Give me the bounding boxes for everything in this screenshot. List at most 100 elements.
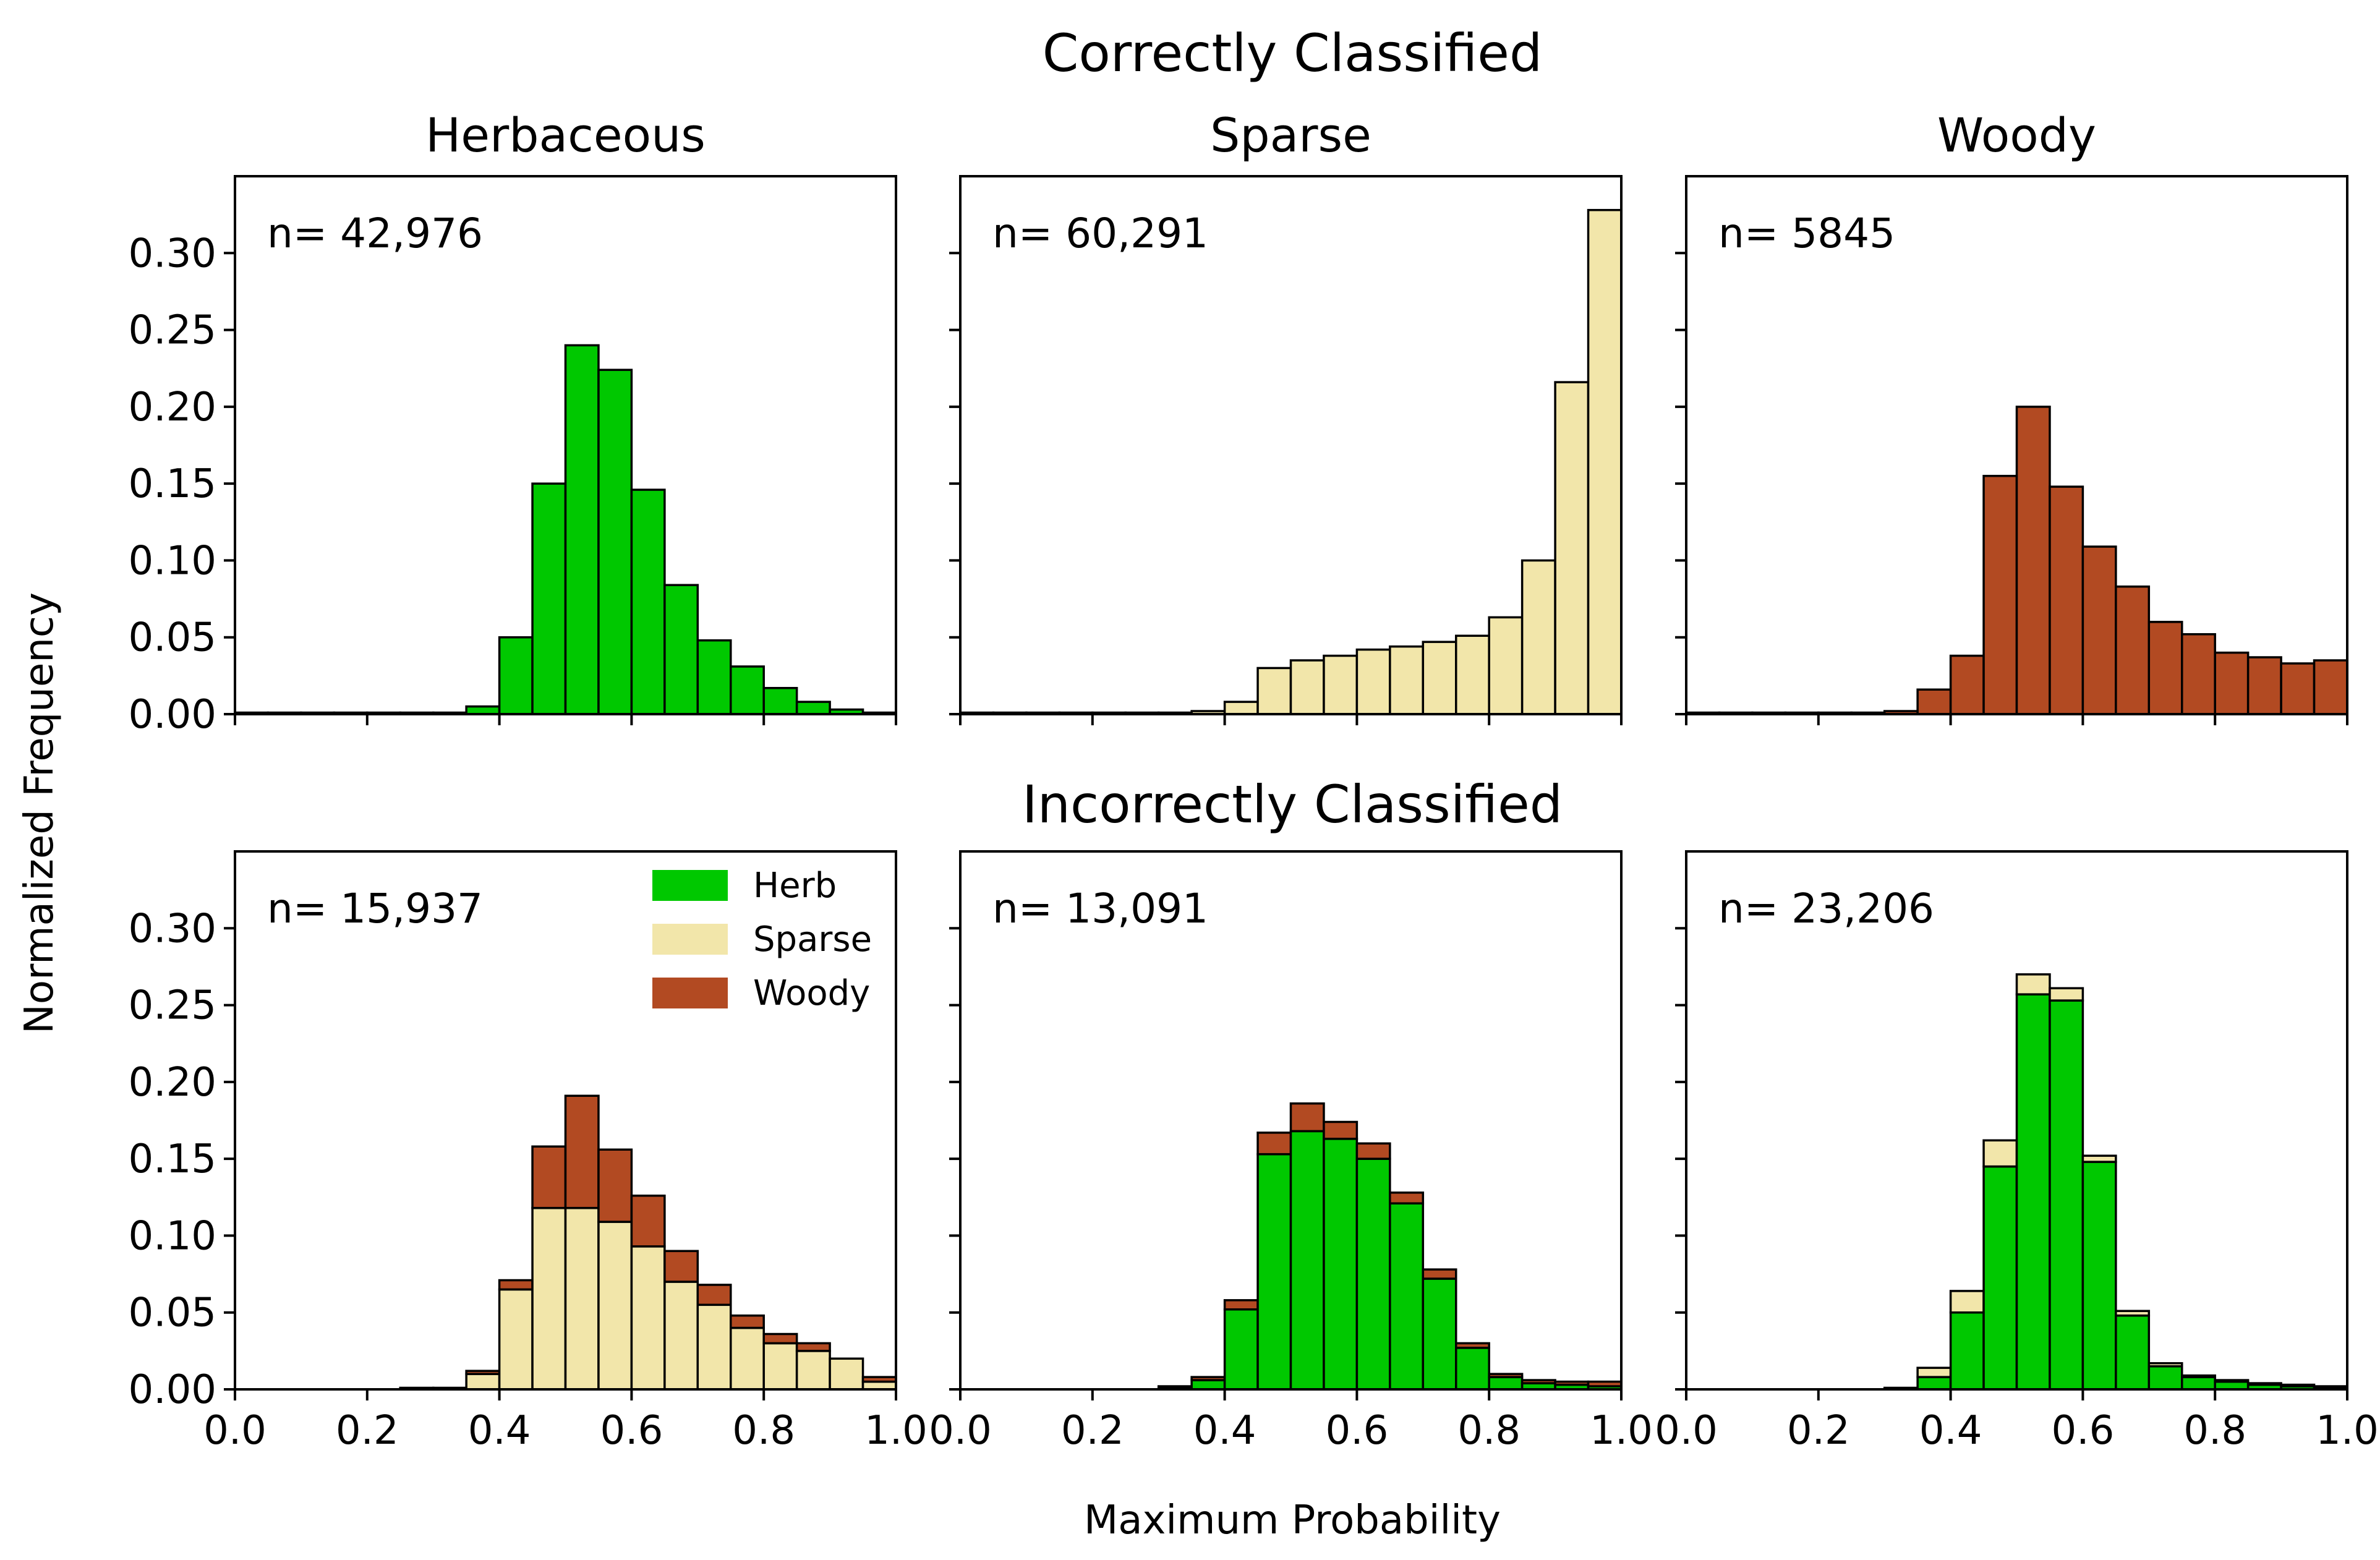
bar-sparse-bin-17 xyxy=(795,1350,831,1391)
x-tick-label: 0.8 xyxy=(1457,1408,1521,1454)
x-tick-label: 0.4 xyxy=(1919,1408,1982,1454)
bar-herb-bin-16 xyxy=(762,686,798,715)
sample-count-label: n= 13,091 xyxy=(992,885,1208,932)
bar-sparse-bin-11 xyxy=(1323,654,1358,715)
sample-count-label: n= 60,291 xyxy=(992,210,1208,257)
bar-woody-bin-17 xyxy=(795,1342,831,1352)
bar-woody-bin-7 xyxy=(465,1370,501,1375)
x-tick-label: 0.6 xyxy=(1326,1408,1389,1454)
bar-sparse-bin-10 xyxy=(1289,659,1325,715)
legend-label-herb: Herb xyxy=(753,866,837,906)
bar-woody-bin-8 xyxy=(498,1279,534,1291)
panel-0-0: 0.00 0.05 0.10 0.15 0.20 0.25 0.30 Herbaceous n=… xyxy=(129,108,897,738)
bar-sparse-bin-15 xyxy=(1455,634,1490,715)
bar-sparse-bin-14 xyxy=(2148,1362,2183,1368)
panel-title: Sparse xyxy=(1210,108,1371,163)
bar-woody-bin-9 xyxy=(1256,1132,1292,1156)
bar-herb-bin-14 xyxy=(1422,1277,1457,1391)
bar-woody-bin-19 xyxy=(2313,659,2348,715)
x-tick-label: 0.0 xyxy=(203,1408,267,1454)
bar-woody-bin-18 xyxy=(2280,662,2316,715)
sample-count-label: n= 23,206 xyxy=(1718,885,1934,932)
y-tick-label: 0.20 xyxy=(129,385,217,430)
bar-herb-bin-7 xyxy=(1190,1379,1226,1391)
row-title-incorrect: Incorrectly Classified xyxy=(1022,774,1563,835)
y-tick-label: 0.25 xyxy=(129,308,217,354)
bar-herb-bin-15 xyxy=(2181,1376,2216,1391)
legend-swatch-woody xyxy=(652,978,728,1008)
y-tick-label: 0.20 xyxy=(129,1060,217,1106)
bar-sparse-bin-13 xyxy=(1389,645,1425,715)
bar-woody-bin-14 xyxy=(2148,621,2183,715)
bar-woody-bin-10 xyxy=(1289,1102,1325,1133)
bar-sparse-bin-16 xyxy=(762,1342,798,1391)
bar-woody-bin-7 xyxy=(1916,688,1952,715)
bar-woody-bin-16 xyxy=(2214,651,2250,715)
bar-herb-bin-13 xyxy=(1389,1202,1425,1391)
bar-sparse-bin-12 xyxy=(1355,648,1391,715)
y-tick-label: 0.10 xyxy=(129,538,217,584)
x-tick-label: 1.0 xyxy=(864,1408,928,1454)
bar-woody-bin-11 xyxy=(1323,1120,1358,1140)
x-tick-label: 0.4 xyxy=(468,1408,531,1454)
panel-1-1: 0.0 0.2 0.4 0.6 0.8 1.0 n= 13,091 xyxy=(929,850,1653,1454)
bar-sparse-bin-15 xyxy=(2181,1374,2216,1378)
bar-sparse-bin-8 xyxy=(498,1288,534,1391)
bar-woody-bin-9 xyxy=(1982,474,2018,715)
panel-0-2: Woody n= 5845 xyxy=(1675,108,2348,725)
bar-herb-bin-16 xyxy=(1488,1376,1524,1391)
bar-sparse-bin-18 xyxy=(1554,381,1590,715)
x-tick-label: 1.0 xyxy=(2316,1408,2379,1454)
x-tick-label: 1.0 xyxy=(1590,1408,1653,1454)
bar-herb-bin-17 xyxy=(795,701,831,715)
bar-herb-bin-11 xyxy=(2049,999,2084,1391)
panel-frame xyxy=(234,175,897,715)
bar-woody-bin-7 xyxy=(1190,1376,1226,1381)
bar-woody-bin-13 xyxy=(1389,1191,1425,1204)
bar-woody-bin-8 xyxy=(1949,654,1985,715)
bar-sparse-bin-17 xyxy=(1521,559,1556,715)
panel-frame xyxy=(959,175,1623,715)
bar-sparse-bin-17 xyxy=(2246,1382,2282,1386)
bar-woody-bin-12 xyxy=(630,1195,666,1248)
y-tick-label: 0.00 xyxy=(129,1367,217,1413)
bar-woody-bin-14 xyxy=(1422,1268,1457,1280)
bar-herb-bin-9 xyxy=(531,482,567,715)
panel-title: Herbaceous xyxy=(425,108,706,163)
bar-sparse-bin-16 xyxy=(1488,616,1524,715)
x-tick-label: 0.6 xyxy=(2052,1408,2115,1454)
bar-herb-bin-13 xyxy=(2115,1314,2151,1391)
panels: 0.00 0.05 0.10 0.15 0.20 0.25 0.30 Herbaceous n=… xyxy=(129,108,2379,1454)
bar-sparse-bin-12 xyxy=(630,1245,666,1391)
bar-woody-bin-16 xyxy=(1488,1373,1524,1378)
x-tick-label: 0.2 xyxy=(1787,1408,1850,1454)
bar-sparse-bin-14 xyxy=(1422,641,1457,715)
bar-woody-bin-6 xyxy=(1157,1385,1193,1389)
bar-woody-bin-14 xyxy=(696,1284,732,1306)
bar-sparse-bin-7 xyxy=(1916,1366,1952,1378)
x-tick-label: 0.6 xyxy=(600,1408,663,1454)
x-tick-label: 0.2 xyxy=(336,1408,399,1454)
bar-sparse-bin-19 xyxy=(2313,1385,2348,1389)
bar-herb-bin-7 xyxy=(1916,1376,1952,1391)
x-axis-label: Maximum Probability xyxy=(1084,1498,1501,1543)
y-tick-label: 0.15 xyxy=(129,461,217,507)
bar-herb-bin-15 xyxy=(730,665,765,715)
sample-count-label: n= 5845 xyxy=(1718,210,1895,257)
bar-herb-bin-8 xyxy=(1223,1308,1259,1391)
bar-woody-bin-11 xyxy=(597,1148,633,1223)
x-tick-label: 0.0 xyxy=(929,1408,992,1454)
bar-woody-bin-19 xyxy=(861,1376,897,1383)
bar-sparse-bin-18 xyxy=(829,1357,864,1391)
bar-woody-bin-13 xyxy=(2115,585,2151,715)
bar-sparse-bin-19 xyxy=(1587,208,1623,715)
bar-herb-bin-10 xyxy=(564,344,600,715)
bar-woody-bin-16 xyxy=(762,1332,798,1345)
legend-label-woody: Woody xyxy=(753,973,870,1013)
y-tick-label: 0.05 xyxy=(129,615,217,661)
x-tick-label: 0.8 xyxy=(2183,1408,2246,1454)
y-tick-label: 0.30 xyxy=(129,231,217,276)
bar-sparse-bin-18 xyxy=(2280,1383,2316,1387)
